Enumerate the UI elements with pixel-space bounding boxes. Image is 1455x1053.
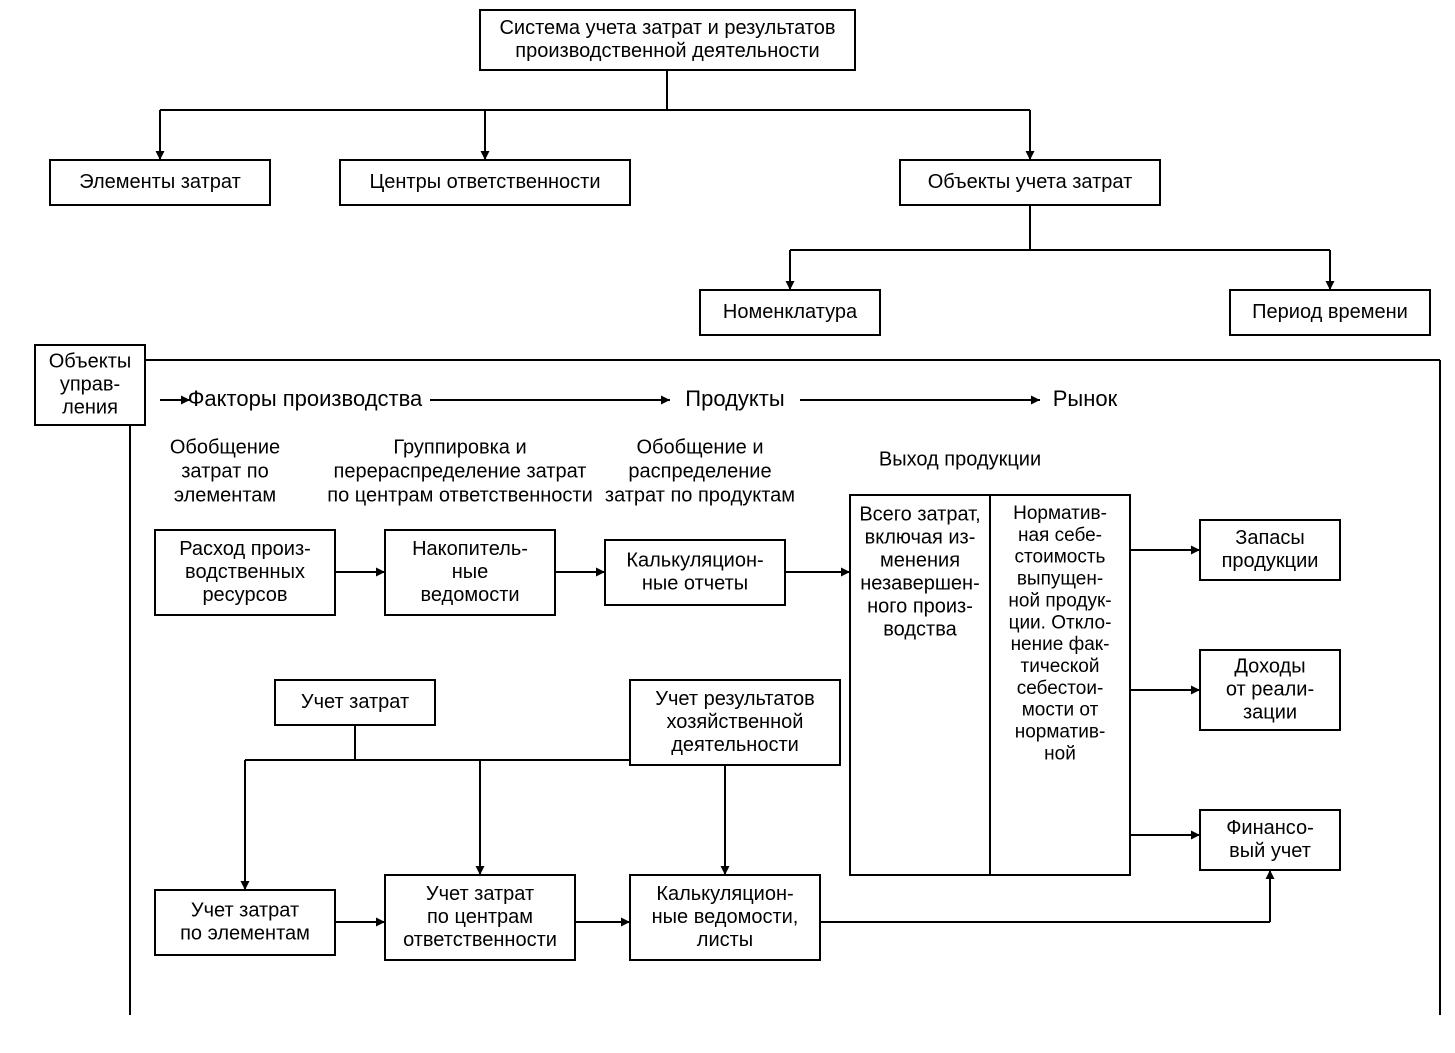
node-fin: Финансо-вый учет [1200, 810, 1340, 870]
node-period: Период времени [1230, 290, 1430, 335]
node-label-fin-0: Финансо- [1226, 817, 1314, 839]
node-label-ucent-0: Учет затрат [426, 883, 534, 905]
free-text-9: Обобщение и [636, 436, 763, 458]
node-label-norm-6: нение фак- [1011, 634, 1110, 655]
node-uelem: Учет затратпо элементам [155, 890, 335, 955]
node-label-kalk1-1: ные отчеты [642, 572, 748, 594]
node-label-norm-2: стоимость [1015, 547, 1106, 568]
node-label-uzatrat-0: Учет затрат [301, 691, 409, 713]
node-mgmt: Объектыуправ-ления [35, 345, 145, 425]
node-label-ucent-1: по центрам [427, 906, 533, 928]
node-label-dohody-1: от реали- [1226, 678, 1314, 700]
node-label-mgmt-0: Объекты [49, 350, 131, 372]
node-label-norm-10: норматив- [1015, 722, 1106, 743]
free-text-6: Группировка и [393, 436, 526, 458]
node-label-vsego-3: незавершен- [860, 572, 980, 594]
free-text-5: элементам [174, 484, 276, 506]
node-label-vsego-0: Всего затрат, [859, 503, 980, 525]
node-label-uelem-1: по элементам [180, 922, 310, 944]
node-label-nakop-1: ные [452, 561, 489, 583]
node-label-mgmt-2: ления [62, 396, 118, 418]
node-dohody: Доходыот реали-зации [1200, 650, 1340, 730]
node-label-dohody-0: Доходы [1234, 655, 1305, 677]
free-text-7: перераспределение затрат [334, 460, 587, 482]
node-label-root-0: Система учета затрат и результатов [499, 17, 835, 39]
node-label-kalk1-0: Калькуляцион- [626, 549, 763, 571]
node-objects: Объекты учета затрат [900, 160, 1160, 205]
node-label-urez-2: деятельности [671, 734, 799, 756]
node-label-centers-0: Центры ответственности [369, 171, 600, 193]
node-label-zapasy-1: продукции [1222, 550, 1319, 572]
node-label-nakop-2: ведомости [420, 584, 519, 606]
free-text-3: Обобщение [170, 436, 280, 458]
node-label-vsego-2: менения [880, 549, 960, 571]
node-centers: Центры ответственности [340, 160, 630, 205]
node-label-norm-7: тической [1021, 656, 1100, 677]
node-label-res-2: ресурсов [202, 584, 287, 606]
node-label-vsego-4: ного произ- [867, 595, 973, 617]
node-label-urez-0: Учет результатов [655, 688, 814, 710]
node-label-nomen-0: Номенклатура [723, 301, 858, 323]
node-label-norm-3: выпущен- [1017, 569, 1103, 590]
node-label-vsego-1: включая из- [865, 526, 976, 548]
node-label-kalk2-1: ные ведомости, [652, 906, 799, 928]
node-label-nakop-0: Накопитель- [412, 538, 528, 560]
node-label-norm-0: Норматив- [1013, 503, 1107, 524]
free-text-1: Продукты [685, 386, 784, 411]
node-label-kalk2-0: Калькуляцион- [656, 883, 793, 905]
node-elem: Элементы затрат [50, 160, 270, 205]
node-label-norm-5: ции. Откло- [1009, 612, 1112, 633]
node-label-norm-8: себестои- [1017, 678, 1104, 699]
node-label-elem-0: Элементы затрат [79, 171, 241, 193]
node-label-dohody-2: зации [1243, 701, 1297, 723]
node-label-norm-9: мости от [1022, 700, 1099, 721]
node-label-norm-4: ной продук- [1008, 590, 1111, 611]
node-label-norm-1: ная себе- [1018, 525, 1102, 546]
node-label-norm-11: ной [1044, 743, 1076, 764]
node-kalk2: Калькуляцион-ные ведомости,листы [630, 875, 820, 960]
node-label-urez-1: хозяйственной [667, 711, 804, 733]
node-nomen: Номенклатура [700, 290, 880, 335]
node-label-root-1: производственной деятельности [515, 40, 819, 62]
node-label-ucent-2: ответственности [403, 929, 557, 951]
node-label-kalk2-2: листы [697, 929, 753, 951]
node-urez: Учет результатовхозяйственнойдеятельност… [630, 680, 840, 765]
node-nakop: Накопитель-ныеведомости [385, 530, 555, 615]
node-ucent: Учет затратпо центрамответственности [385, 875, 575, 960]
free-text-4: затрат по [181, 460, 269, 482]
node-norm: Норматив-ная себе-стоимостьвыпущен-ной п… [990, 495, 1130, 875]
node-label-mgmt-1: управ- [60, 373, 120, 395]
node-label-zapasy-0: Запасы [1235, 527, 1305, 549]
node-kalk1: Калькуляцион-ные отчеты [605, 540, 785, 605]
node-vsego: Всего затрат,включая из-менениянезаверше… [850, 495, 990, 875]
free-text-11: затрат по продуктам [605, 484, 795, 506]
node-uzatrat: Учет затрат [275, 680, 435, 725]
node-label-res-1: водственных [185, 561, 305, 583]
node-label-res-0: Расход произ- [179, 538, 311, 560]
free-text-0: Факторы производства [188, 386, 423, 411]
diagram-canvas: Система учета затрат и результатовпроизв… [0, 0, 1455, 1053]
node-label-uelem-0: Учет затрат [191, 899, 299, 921]
node-zapasy: Запасыпродукции [1200, 520, 1340, 580]
free-text-2: Рынок [1053, 386, 1118, 411]
node-label-fin-1: вый учет [1229, 840, 1311, 862]
node-res: Расход произ-водственныхресурсов [155, 530, 335, 615]
node-label-objects-0: Объекты учета затрат [928, 171, 1133, 193]
node-label-vsego-5: водства [883, 618, 957, 640]
free-text-10: распределение [628, 460, 771, 482]
node-root: Система учета затрат и результатовпроизв… [480, 10, 855, 70]
node-label-period-0: Период времени [1252, 301, 1408, 323]
free-text-8: по центрам ответственности [327, 484, 593, 506]
free-text-12: Выход продукции [879, 448, 1041, 470]
